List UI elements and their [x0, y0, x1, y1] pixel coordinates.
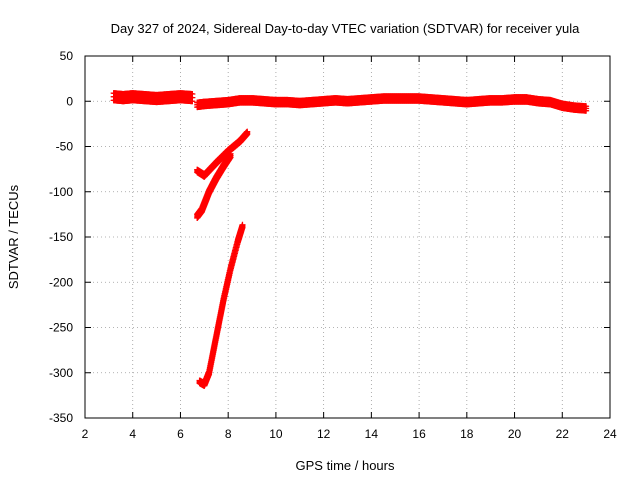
data-point [583, 103, 590, 110]
y-tick-label: -50 [56, 140, 74, 154]
x-tick-label: 4 [129, 427, 136, 441]
series-4 [194, 150, 234, 221]
y-tick-label: -300 [49, 366, 73, 380]
y-tick-label: -100 [49, 185, 73, 199]
y-tick-label: 50 [60, 49, 74, 63]
data-point [227, 150, 234, 157]
x-tick-label: 12 [317, 427, 331, 441]
x-tick-label: 14 [365, 427, 379, 441]
x-tick-label: 2 [82, 427, 89, 441]
y-axis-label: SDTVAR / TECUs [6, 184, 21, 289]
series-1 [110, 90, 196, 106]
series-2 [194, 93, 590, 114]
data-point [244, 128, 251, 135]
data-point [189, 91, 196, 98]
x-tick-label: 22 [556, 427, 570, 441]
data-points [110, 90, 590, 389]
axis-ticks: 2 4 6 8 10 12 14 16 18 20 22 24500-50-100-150-200-2… [49, 49, 617, 441]
x-axis-label: GPS time / hours [296, 458, 395, 473]
y-tick-label: -250 [49, 321, 73, 335]
grid [85, 56, 610, 418]
x-tick-label: 6 [177, 427, 184, 441]
y-tick-label: -150 [49, 230, 73, 244]
data-point [239, 221, 246, 228]
x-tick-label: 24 [603, 427, 617, 441]
y-tick-label: -200 [49, 275, 73, 289]
x-tick-label: 20 [508, 427, 522, 441]
x-tick-label: 16 [412, 427, 426, 441]
y-tick-label: -350 [49, 411, 73, 425]
x-tick-label: 10 [269, 427, 283, 441]
y-tick-label: 0 [66, 94, 73, 108]
chart-title: Day 327 of 2024, Sidereal Day-to-day VTE… [111, 21, 580, 36]
plot-frame [84, 55, 611, 419]
x-tick-label: 8 [225, 427, 232, 441]
x-tick-label: 18 [460, 427, 474, 441]
series-5 [196, 221, 246, 389]
series-3 [194, 128, 251, 180]
